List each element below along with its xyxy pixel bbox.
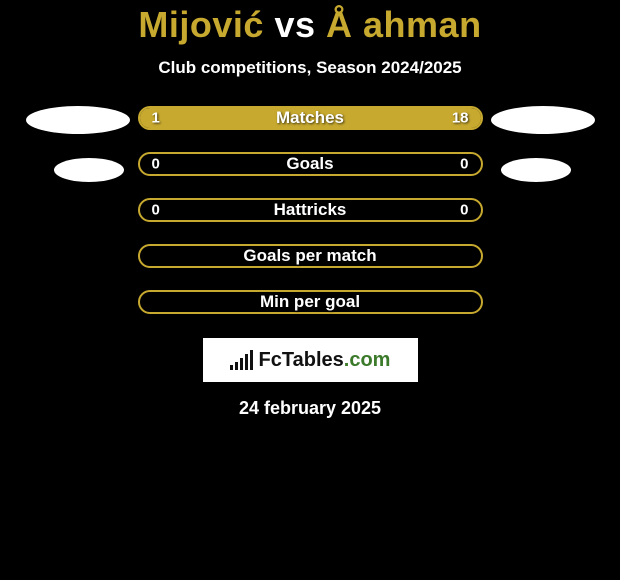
logo-bars-icon — [230, 350, 253, 370]
avatar-placeholder — [491, 106, 595, 134]
bar-fill-left — [140, 108, 201, 128]
subtitle: Club competitions, Season 2024/2025 — [158, 58, 461, 78]
player-a-avatar-col — [18, 106, 138, 314]
stat-value-left: 0 — [152, 202, 160, 219]
stat-value-left: 0 — [152, 156, 160, 173]
stat-label: Hattricks — [140, 200, 481, 220]
logo-text-b: .com — [344, 349, 391, 371]
comparison-title: Mijović vs Å ahman — [138, 4, 481, 46]
logo-text: FcTables.com — [259, 349, 391, 372]
stat-bar: 0 0Hattricks — [138, 198, 483, 222]
stat-bar: Min per goal — [138, 290, 483, 314]
fctables-logo: FcTables.com — [230, 349, 391, 372]
logo-text-a: FcTables — [259, 349, 344, 371]
stat-label: Goals — [140, 154, 481, 174]
avatar-placeholder — [54, 158, 124, 182]
stat-label: Min per goal — [140, 292, 481, 312]
stat-bar: Goals per match — [138, 244, 483, 268]
comparison-rows: 118Matches00Goals00HattricksGoals per ma… — [0, 106, 620, 314]
stat-bars-column: 118Matches00Goals00HattricksGoals per ma… — [138, 106, 483, 314]
logo-bar-segment — [245, 354, 248, 370]
logo-bar-segment — [230, 365, 233, 370]
stat-bar: 118Matches — [138, 106, 483, 130]
avatar-placeholder — [501, 158, 571, 182]
date-text: 24 february 2025 — [239, 398, 381, 419]
avatar-placeholder — [26, 106, 130, 134]
player-b-avatar-col — [483, 106, 603, 314]
player-b-name: Å ahman — [326, 4, 482, 45]
stat-value-right: 0 — [460, 202, 468, 219]
logo-bar-segment — [235, 362, 238, 370]
stat-value-right: 0 — [460, 156, 468, 173]
player-a-name: Mijović — [138, 4, 264, 45]
bar-fill-right — [201, 108, 481, 128]
vs-text: vs — [274, 4, 315, 45]
stat-bar: 0 0Goals — [138, 152, 483, 176]
logo-bar-segment — [240, 358, 243, 370]
stat-label: Goals per match — [140, 246, 481, 266]
logo-bar-segment — [250, 350, 253, 370]
fctables-logo-box: FcTables.com — [203, 338, 418, 382]
